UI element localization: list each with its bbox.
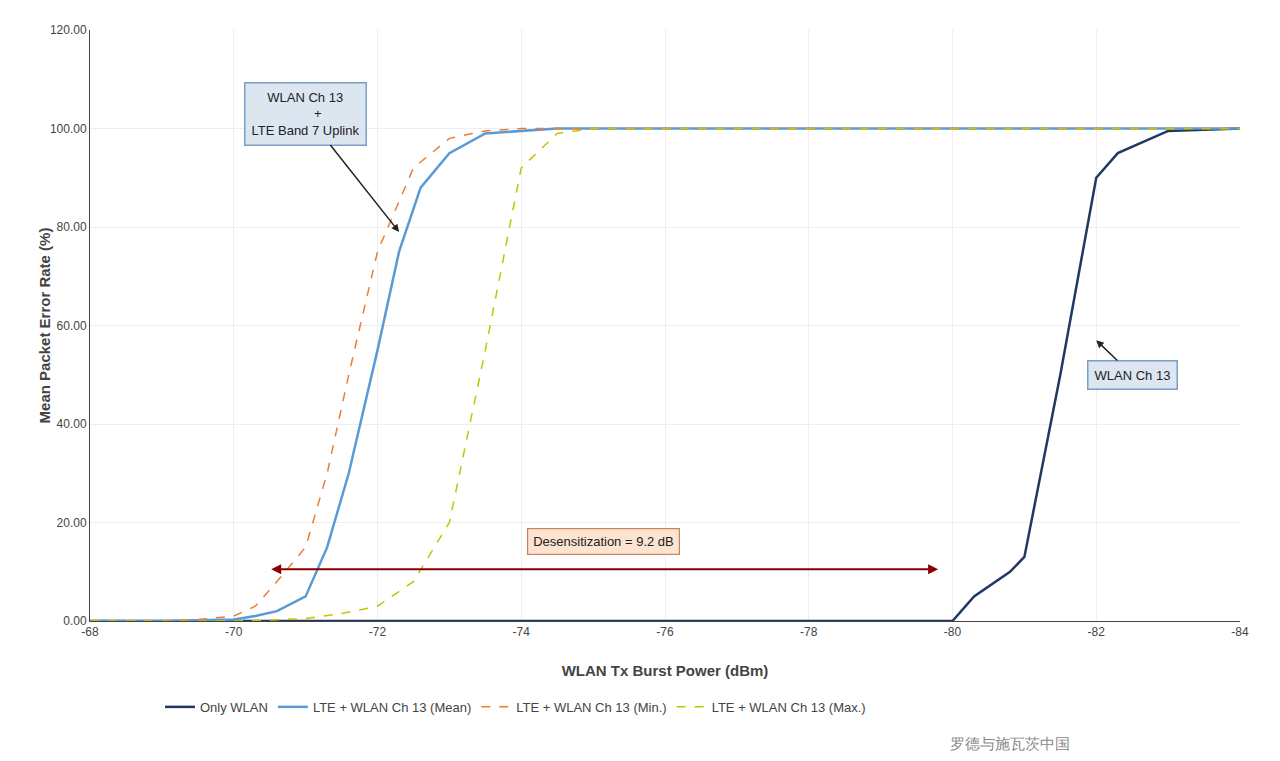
svg-text:WLAN Ch 13 +LTE Band 7 U: WLAN Ch 13 +LTE Band 7 Uplink [252,90,360,139]
svg-text:-84: -84 [1231,625,1249,639]
svg-text:LTE + WLAN Ch 13 (Mean): LTE + WLAN Ch 13 (Mean) [313,700,471,715]
svg-text:0.00: 0.00 [63,614,87,628]
svg-text:100.00: 100.00 [50,122,87,136]
svg-text:-70: -70 [225,625,243,639]
svg-text:-78: -78 [800,625,818,639]
svg-text:-74: -74 [513,625,531,639]
svg-text:40.00: 40.00 [57,417,87,431]
svg-text:Desensitization = 9.2 dB: Desensitization = 9.2 dB [533,534,674,549]
svg-text:80.00: 80.00 [57,220,87,234]
svg-text:LTE + WLAN Ch 13 (Max.): LTE + WLAN Ch 13 (Max.) [712,700,866,715]
svg-text:-82: -82 [1088,625,1106,639]
svg-text:WLAN Ch 13: WLAN Ch 13 [1095,368,1171,383]
svg-text:WLAN Tx Burst Power (dBm): WLAN Tx Burst Power (dBm) [562,662,769,679]
svg-text:120.00: 120.00 [50,23,87,37]
svg-text:60.00: 60.00 [57,319,87,333]
svg-text:-72: -72 [369,625,387,639]
svg-text:LTE + WLAN Ch 13 (Min.): LTE + WLAN Ch 13 (Min.) [516,700,666,715]
svg-text:-68: -68 [81,625,99,639]
svg-text:Mean Packet Error Rate (%): Mean Packet Error Rate (%) [36,228,53,424]
svg-text:20.00: 20.00 [57,516,87,530]
svg-text:罗德与施瓦茨中国: 罗德与施瓦茨中国 [950,735,1070,752]
svg-text:-76: -76 [656,625,674,639]
svg-text:-80: -80 [944,625,962,639]
svg-text:Only WLAN: Only WLAN [200,700,268,715]
